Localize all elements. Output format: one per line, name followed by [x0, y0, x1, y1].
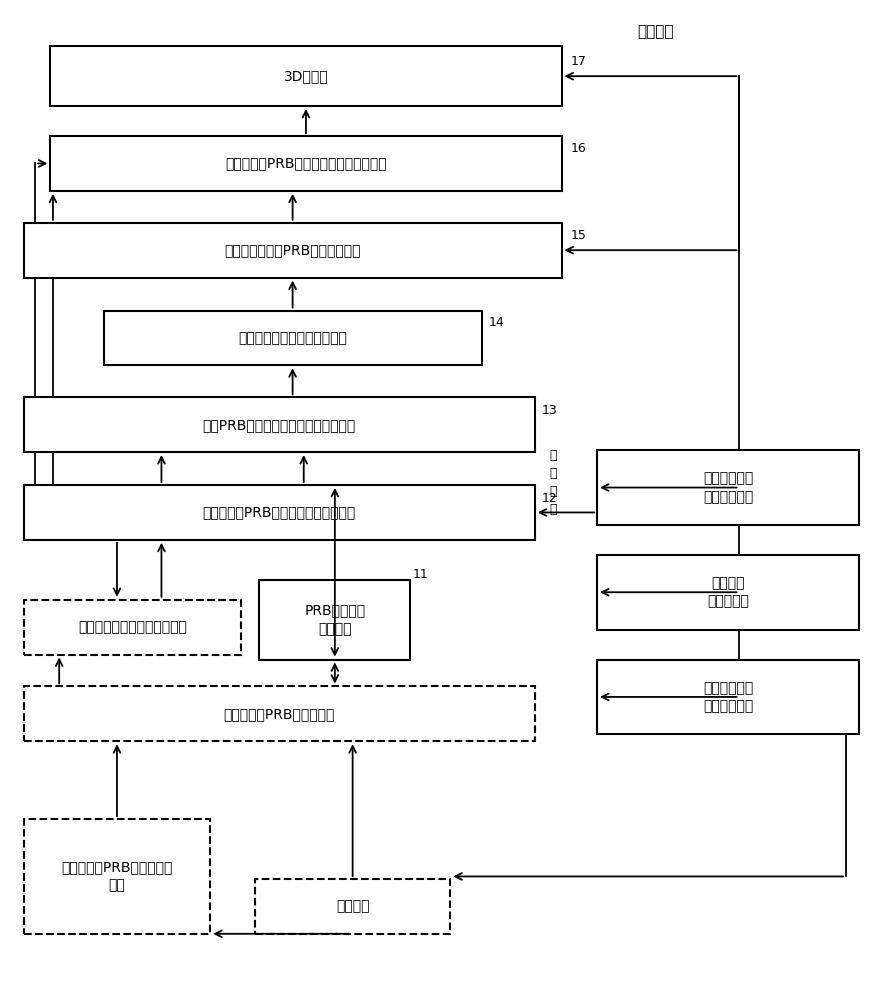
Text: 11: 11: [413, 568, 429, 581]
Text: 三维地质路线（PRB）剖面栅栏图: 三维地质路线（PRB）剖面栅栏图: [225, 243, 361, 257]
Text: 17: 17: [571, 55, 586, 68]
Text: 3D地质图: 3D地质图: [284, 69, 328, 83]
Bar: [23, 223, 562, 278]
Bar: [50, 136, 562, 191]
Text: 地质路线（PRB）平面建模: 地质路线（PRB）平面建模: [224, 707, 335, 721]
Bar: [50, 46, 562, 106]
Text: 钻孔数据
（面建模）: 钻孔数据 （面建模）: [707, 576, 749, 608]
Bar: [597, 450, 860, 525]
Bar: [597, 555, 860, 630]
Text: 16: 16: [571, 142, 586, 155]
Text: 13: 13: [542, 404, 558, 417]
Text: 综
合
分
析: 综 合 分 析: [549, 449, 558, 516]
Text: 地质路线（PRB）与实测剖面深部建模: 地质路线（PRB）与实测剖面深部建模: [202, 505, 356, 519]
Text: 根据PRB数据获取地质界线产状的步骤: 根据PRB数据获取地质界线产状的步骤: [202, 418, 356, 432]
Bar: [103, 311, 482, 365]
Bar: [597, 660, 860, 734]
Text: 12: 12: [542, 492, 558, 505]
Text: 地球化学数据
（属性建模）: 地球化学数据 （属性建模）: [703, 681, 754, 713]
Text: 实测剖面: 实测剖面: [336, 899, 369, 913]
Text: 地球物理数据
（属性建模）: 地球物理数据 （属性建模）: [703, 471, 754, 504]
Text: 数据整合: 数据整合: [637, 24, 673, 39]
Bar: [260, 580, 410, 660]
Text: 三维地质构造（断层）格架图: 三维地质构造（断层）格架图: [238, 331, 347, 345]
Bar: [23, 600, 242, 655]
Text: 14: 14: [489, 316, 505, 329]
Bar: [23, 686, 535, 741]
Bar: [23, 819, 211, 934]
Text: 地质实际材料图或编稿地质图: 地质实际材料图或编稿地质图: [78, 620, 187, 634]
Text: 15: 15: [571, 229, 586, 242]
Bar: [23, 397, 535, 452]
Bar: [255, 879, 450, 934]
Bar: [23, 485, 535, 540]
Text: 地质路线（PRB）剖面与地质图联合建模: 地质路线（PRB）剖面与地质图联合建模: [225, 156, 387, 170]
Text: 地质路线（PRB）野外数据
采集: 地质路线（PRB）野外数据 采集: [62, 860, 173, 893]
Text: PRB数据逻辑
约束模块: PRB数据逻辑 约束模块: [304, 603, 366, 636]
